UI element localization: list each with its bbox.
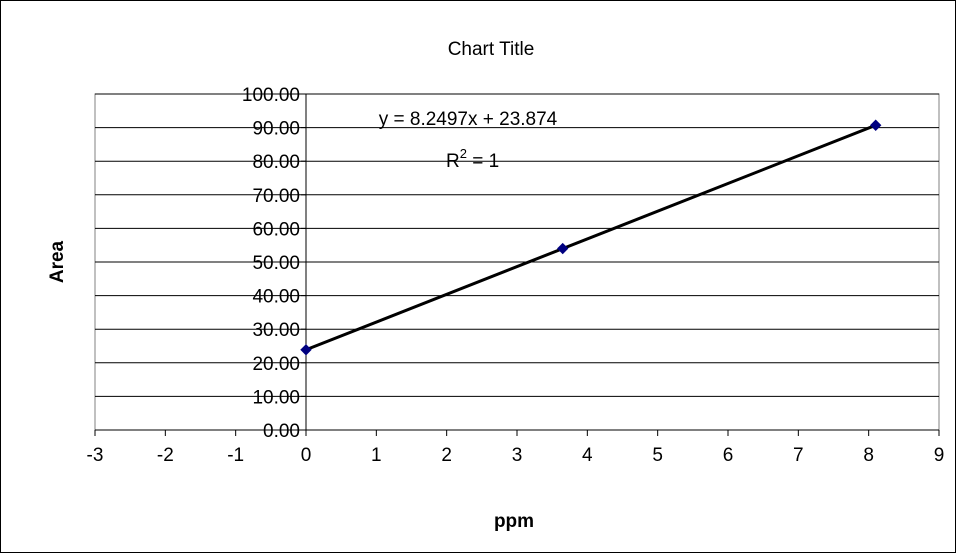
x-tick-label-4: 1 [371, 445, 382, 466]
y-tick-label-10: 100.00 [242, 85, 300, 106]
data-point-2 [869, 119, 882, 131]
x-tick-label-6: 3 [512, 445, 523, 466]
y-tick-label-1: 10.00 [252, 387, 300, 408]
x-tick-label-9: 6 [723, 445, 734, 466]
trendline-equation: y = 8.2497x + 23.874 [379, 109, 558, 130]
x-tick-label-1: -2 [157, 445, 174, 466]
y-tick-label-0: 0.00 [263, 421, 300, 442]
y-axis-title: Area [47, 240, 68, 283]
y-tick-label-8: 80.00 [252, 152, 300, 173]
tick-labels: 0.00 10.00 20.00 30.00 40.00 50.00 60.00 70.00 8… [87, 85, 945, 466]
r-squared-superscript: 2 [460, 146, 467, 161]
grid-lines [95, 93, 939, 397]
y-tick-label-2: 20.00 [252, 354, 300, 375]
x-tick-label-11: 8 [863, 445, 874, 466]
y-tick-label-3: 30.00 [252, 320, 300, 341]
r-squared-value: = 1 [467, 151, 499, 172]
x-tick-label-8: 5 [652, 445, 663, 466]
y-tick-label-9: 90.00 [252, 119, 300, 140]
data-point-1 [557, 242, 569, 255]
data-point-0 [300, 344, 312, 356]
x-tick-label-3: 0 [301, 445, 312, 466]
trendline [305, 123, 877, 352]
chart-title: Chart Title [448, 39, 535, 60]
x-tick-label-2: -1 [227, 445, 244, 466]
r-squared-symbol: R [446, 151, 460, 172]
y-tick-label-7: 70.00 [252, 186, 300, 207]
y-tick-label-4: 40.00 [252, 287, 300, 308]
axes [94, 93, 940, 436]
y-tick-label-5: 50.00 [252, 253, 300, 274]
x-axis-title: ppm [494, 511, 534, 532]
x-tick-label-5: 2 [441, 445, 452, 466]
trendline-r-squared: R2 = 1 [446, 146, 499, 172]
x-tick-label-10: 7 [793, 445, 804, 466]
data-points [300, 119, 882, 356]
y-tick-label-6: 60.00 [252, 219, 300, 240]
x-tick-label-12: 9 [934, 445, 945, 466]
trendline-layer [305, 123, 877, 352]
x-tick-label-0: -3 [87, 445, 104, 466]
x-tick-label-7: 4 [582, 445, 593, 466]
